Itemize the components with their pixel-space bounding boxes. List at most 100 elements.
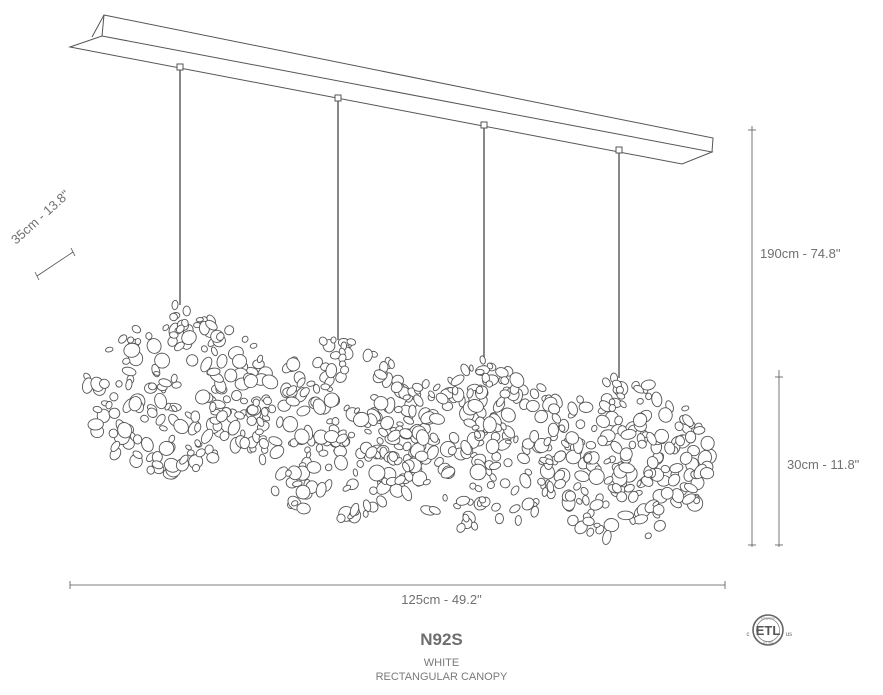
crystal-disc xyxy=(173,418,189,435)
crystal-disc xyxy=(269,445,285,460)
crystal-disc xyxy=(241,335,249,343)
crystal-disc xyxy=(134,338,142,345)
crystal-disc xyxy=(275,466,289,481)
crystal-disc xyxy=(500,422,507,431)
crystal-disc xyxy=(514,515,522,526)
crystal-disc xyxy=(394,475,406,485)
crystal-disc xyxy=(564,490,576,502)
crystal-disc xyxy=(603,476,614,485)
crystal-disc xyxy=(131,325,142,334)
crystal-disc xyxy=(169,312,178,322)
crystal-disc xyxy=(261,374,279,390)
crystal-disc xyxy=(315,481,327,498)
width-dimension-label: 125cm - 49.2" xyxy=(401,592,482,607)
crystal-disc xyxy=(442,494,448,502)
crystal-disc xyxy=(258,438,270,449)
crystal-disc xyxy=(200,345,208,353)
crystal-disc xyxy=(270,485,280,497)
crystal-disc xyxy=(132,450,143,459)
crystal-disc xyxy=(602,377,611,388)
crystal-disc xyxy=(285,469,292,477)
crystal-disc xyxy=(565,431,580,445)
crystal-disc xyxy=(402,441,412,452)
cert-mark: ETL xyxy=(756,623,781,638)
crystal-disc xyxy=(249,342,258,349)
crystal-disc xyxy=(325,463,333,472)
model-number: N92S xyxy=(420,630,463,649)
crystal-disc xyxy=(123,342,141,358)
crystal-disc xyxy=(505,439,512,445)
crystal-disc xyxy=(206,367,221,376)
crystal-disc xyxy=(402,394,411,401)
crystal-disc xyxy=(462,513,470,523)
width-dimension-line xyxy=(69,581,726,589)
crystal-disc xyxy=(353,407,360,414)
crystal-disc xyxy=(175,324,185,334)
crystal-disc xyxy=(595,414,610,429)
crystal-disc xyxy=(486,362,494,370)
crystal-disc xyxy=(619,400,627,409)
crystal-disc xyxy=(151,460,164,470)
crystal-disc xyxy=(306,380,316,387)
crystal-disc xyxy=(619,447,633,462)
crystal-disc xyxy=(342,484,352,492)
crystal-disc xyxy=(602,529,612,545)
crystal-disc xyxy=(567,514,579,527)
crystal-disc xyxy=(573,482,582,491)
crystal-disc xyxy=(390,381,403,394)
crystal-disc xyxy=(651,391,663,408)
crystal-disc xyxy=(227,419,241,436)
crystal-disc xyxy=(255,428,264,436)
crystal-disc xyxy=(675,435,685,447)
crystal-disc xyxy=(336,513,346,523)
crystal-disc xyxy=(469,463,487,481)
crystal-disc xyxy=(553,450,567,463)
crystal-disc xyxy=(517,452,530,465)
crystal-disc xyxy=(224,368,238,383)
crystal-disc xyxy=(447,446,457,456)
crystal-disc xyxy=(700,435,715,451)
crystal-disc xyxy=(429,432,439,443)
crystal-disc xyxy=(285,396,300,407)
crystal-disc xyxy=(618,462,635,474)
crystal-disc xyxy=(194,439,202,448)
crystal-cluster xyxy=(82,299,717,545)
crystal-disc xyxy=(615,385,624,395)
crystal-disc xyxy=(347,431,356,439)
crystal-disc xyxy=(428,390,436,399)
crystal-disc xyxy=(239,436,250,450)
crystal-disc xyxy=(422,479,431,486)
crystal-disc xyxy=(469,364,474,372)
crystal-disc xyxy=(388,451,398,462)
crystal-disc xyxy=(448,431,460,444)
etl-certification-icon: ETL INTERTEK LISTED c us xyxy=(747,614,792,646)
crystal-disc xyxy=(578,401,594,413)
crystal-disc xyxy=(232,353,247,369)
crystal-disc xyxy=(681,405,690,412)
crystal-disc xyxy=(482,416,497,434)
crystal-disc xyxy=(92,405,103,414)
crystal-disc xyxy=(190,410,201,423)
crystal-disc xyxy=(414,450,429,462)
crystal-disc xyxy=(353,411,370,428)
crystal-disc xyxy=(109,392,119,402)
crystal-disc xyxy=(509,504,521,514)
crystal-disc xyxy=(471,424,480,431)
crystal-disc xyxy=(548,403,561,415)
crystal-disc xyxy=(574,470,590,482)
crystal-disc xyxy=(415,429,430,446)
crystal-disc xyxy=(628,490,639,503)
crystal-disc xyxy=(582,495,590,506)
cable-mount xyxy=(334,94,342,102)
crystal-disc xyxy=(252,398,260,407)
crystal-disc xyxy=(185,444,192,451)
crystal-disc xyxy=(294,428,310,445)
crystal-disc xyxy=(394,405,403,414)
crystal-disc xyxy=(660,465,671,474)
crystal-disc xyxy=(312,383,321,394)
crystal-disc xyxy=(608,404,616,412)
crystal-disc xyxy=(362,499,372,512)
crystal-disc xyxy=(667,473,681,487)
crystal-disc xyxy=(470,521,479,531)
